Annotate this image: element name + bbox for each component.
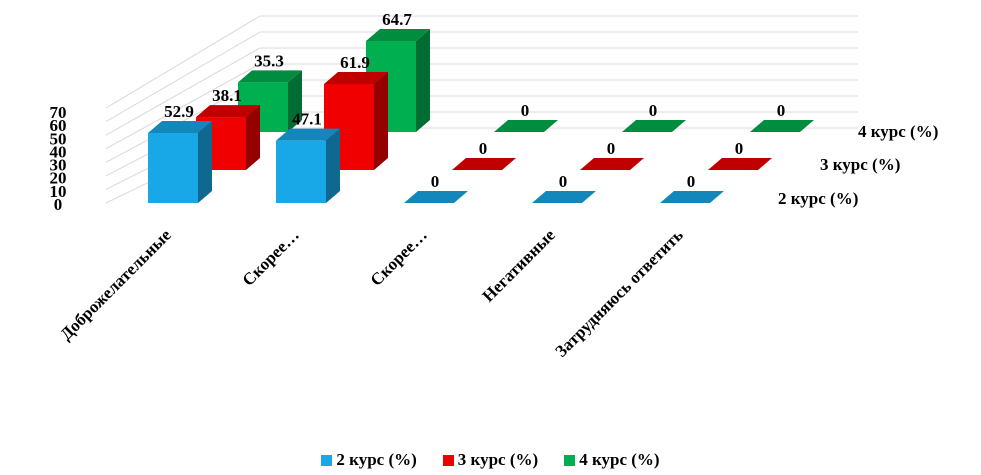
legend: 2 курс (%) 3 курс (%) 4 курс (%) xyxy=(0,450,981,470)
data-label: 0 xyxy=(687,172,696,191)
data-label: 0 xyxy=(431,172,440,191)
bar xyxy=(580,158,644,170)
legend-item-series-3: 4 курс (%) xyxy=(564,450,660,470)
bar xyxy=(452,158,516,170)
y-tick-label: 60 xyxy=(50,116,67,135)
bar xyxy=(532,191,596,203)
data-label: 64.7 xyxy=(382,10,412,29)
bar-side xyxy=(198,121,212,203)
y-tick-label: 10 xyxy=(50,182,67,201)
bar-side xyxy=(246,105,260,170)
depth-axis-label: 2 курс (%) xyxy=(778,189,858,208)
gridline-side xyxy=(105,63,261,150)
data-label: 0 xyxy=(479,139,488,158)
data-label: 61.9 xyxy=(340,53,370,72)
bar-top xyxy=(148,121,212,133)
data-label: 47.1 xyxy=(292,110,322,129)
bar-side xyxy=(374,72,388,170)
y-tick-label: 50 xyxy=(50,129,67,148)
category-label: Скорее… xyxy=(239,225,303,289)
depth-axis-label: 3 курс (%) xyxy=(820,155,900,174)
bar-top xyxy=(366,29,430,41)
bar xyxy=(660,191,724,203)
legend-item-series-1: 2 курс (%) xyxy=(321,450,417,470)
legend-label-series-1: 2 курс (%) xyxy=(336,450,417,469)
legend-label-series-2: 3 курс (%) xyxy=(457,450,539,469)
bar-top xyxy=(324,72,388,84)
y-tick-label: 0 xyxy=(54,195,63,214)
bar-top xyxy=(238,70,302,83)
bar-side xyxy=(416,29,430,132)
legend-swatch-series-2 xyxy=(442,454,454,466)
data-label: 35.3 xyxy=(254,51,284,70)
gridline-side xyxy=(105,31,261,123)
data-label: 0 xyxy=(649,101,658,120)
category-label: Негативные xyxy=(479,225,560,306)
legend-swatch-series-1 xyxy=(321,454,333,466)
bar xyxy=(622,120,686,132)
y-tick-label: 40 xyxy=(50,142,67,161)
data-label: 0 xyxy=(559,172,568,191)
bar xyxy=(276,140,326,203)
data-label: 0 xyxy=(777,101,786,120)
legend-label-series-3: 4 курс (%) xyxy=(579,450,660,469)
bar xyxy=(148,133,198,203)
bar-top xyxy=(276,128,340,141)
gridline-side xyxy=(105,15,261,109)
legend-swatch-series-3 xyxy=(564,454,576,466)
y-tick-label: 70 xyxy=(50,103,67,122)
bar-top xyxy=(196,105,260,118)
data-label: 52.9 xyxy=(164,102,194,121)
depth-axis-label: 4 курс (%) xyxy=(858,122,938,141)
bar xyxy=(708,158,772,170)
data-label: 38.1 xyxy=(212,86,242,105)
category-label: Затрудняюсь ответить xyxy=(551,225,686,360)
bar-side xyxy=(326,128,340,203)
bar xyxy=(494,120,558,132)
bar-side xyxy=(288,70,302,132)
data-label: 0 xyxy=(607,139,616,158)
gridline-side xyxy=(105,47,261,136)
bar xyxy=(404,191,468,203)
y-tick-label: 30 xyxy=(50,156,67,175)
legend-item-series-2: 3 курс (%) xyxy=(442,450,539,470)
data-label: 0 xyxy=(735,139,744,158)
data-label: 0 xyxy=(521,101,530,120)
bar xyxy=(750,120,814,132)
category-label: Доброжелательные xyxy=(56,225,175,344)
category-label: Скорее… xyxy=(367,225,431,289)
y-tick-label: 20 xyxy=(50,169,67,188)
